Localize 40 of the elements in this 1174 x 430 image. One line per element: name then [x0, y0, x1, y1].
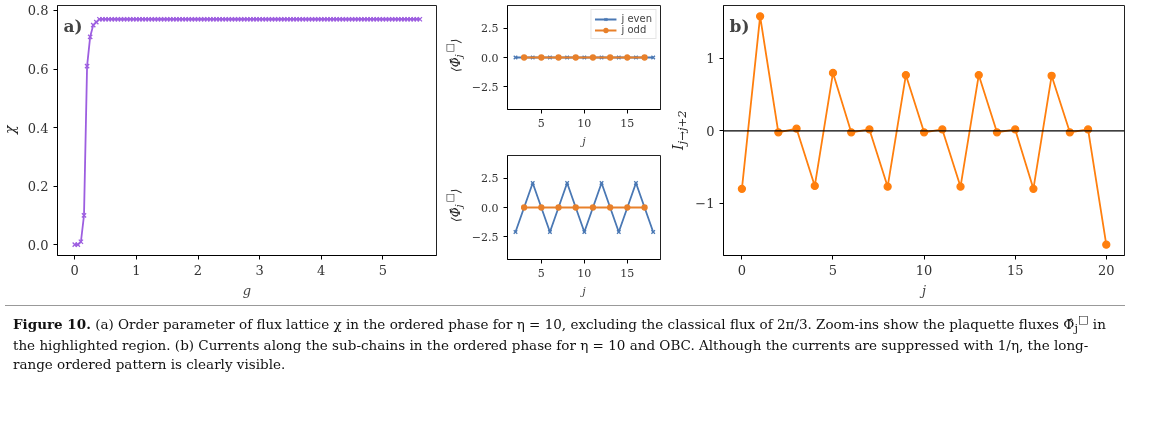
y-tick-label: −2.5 [471, 230, 499, 244]
x-tick-label: 20 [1098, 262, 1115, 278]
y-axis-title: χ [1, 124, 19, 137]
x-tick-label: 5 [378, 262, 388, 278]
caption: Figure 10. (a) Order parameter of flux lattice χ in the ordered phase for η = 10, excluding the classical flux of 2π/3. Zoom-ins show the plaquette fluxes Φ̂$_{j}$$^{□}$ in the highlighted region. (b) Currents along the sub-chains in the ordered phase for η = 10 and OBC. Although the currents are suppressed with 1/η, the long-range ordered pattern is clearly visible. [13, 312, 1107, 373]
x-axis-title: j [579, 134, 587, 148]
y-tick-label: 0.0 [27, 237, 49, 253]
x-tick-label: 10 [577, 266, 592, 280]
x-axis-title: g [242, 282, 252, 298]
x-tick-label: 0 [70, 262, 79, 278]
x-tick-label: 4 [317, 262, 326, 278]
y-tick-label: 2.5 [481, 172, 499, 186]
x-tick-label: 15 [1006, 262, 1024, 278]
y-tick-label: 0.0 [481, 51, 499, 65]
x-tick-label: 15 [620, 116, 635, 130]
x-tick-label: 10 [915, 262, 933, 278]
y-tick-label: 0.2 [27, 179, 49, 195]
y-tick-label: 0.0 [481, 201, 499, 215]
y-tick-label: −2.5 [471, 80, 499, 94]
x-tick-label: 5 [537, 116, 545, 130]
x-tick-label: 10 [577, 116, 592, 130]
x-tick-label: 15 [620, 266, 635, 280]
text: b) [729, 15, 750, 36]
x-tick-label: 0 [737, 262, 747, 278]
y-tick-label: 0.6 [27, 62, 49, 78]
y-tick-label: −1 [695, 196, 715, 212]
legend-label: j even [621, 13, 652, 24]
x-tick-label: 1 [132, 262, 141, 278]
x-tick-label: 3 [255, 262, 264, 278]
x-axis-title: j [579, 284, 587, 298]
y-tick-label: 0.4 [27, 120, 49, 136]
x-axis-title: j [918, 282, 927, 298]
legend-label: j odd [621, 24, 647, 35]
y-tick-label: 2.5 [481, 22, 499, 36]
y-tick-label: 0.8 [27, 3, 49, 19]
text: a) [63, 15, 83, 36]
x-tick-label: 5 [537, 266, 545, 280]
x-tick-label: 2 [193, 262, 203, 278]
y-tick-label: 1 [706, 51, 715, 67]
x-tick-label: 5 [828, 262, 838, 278]
